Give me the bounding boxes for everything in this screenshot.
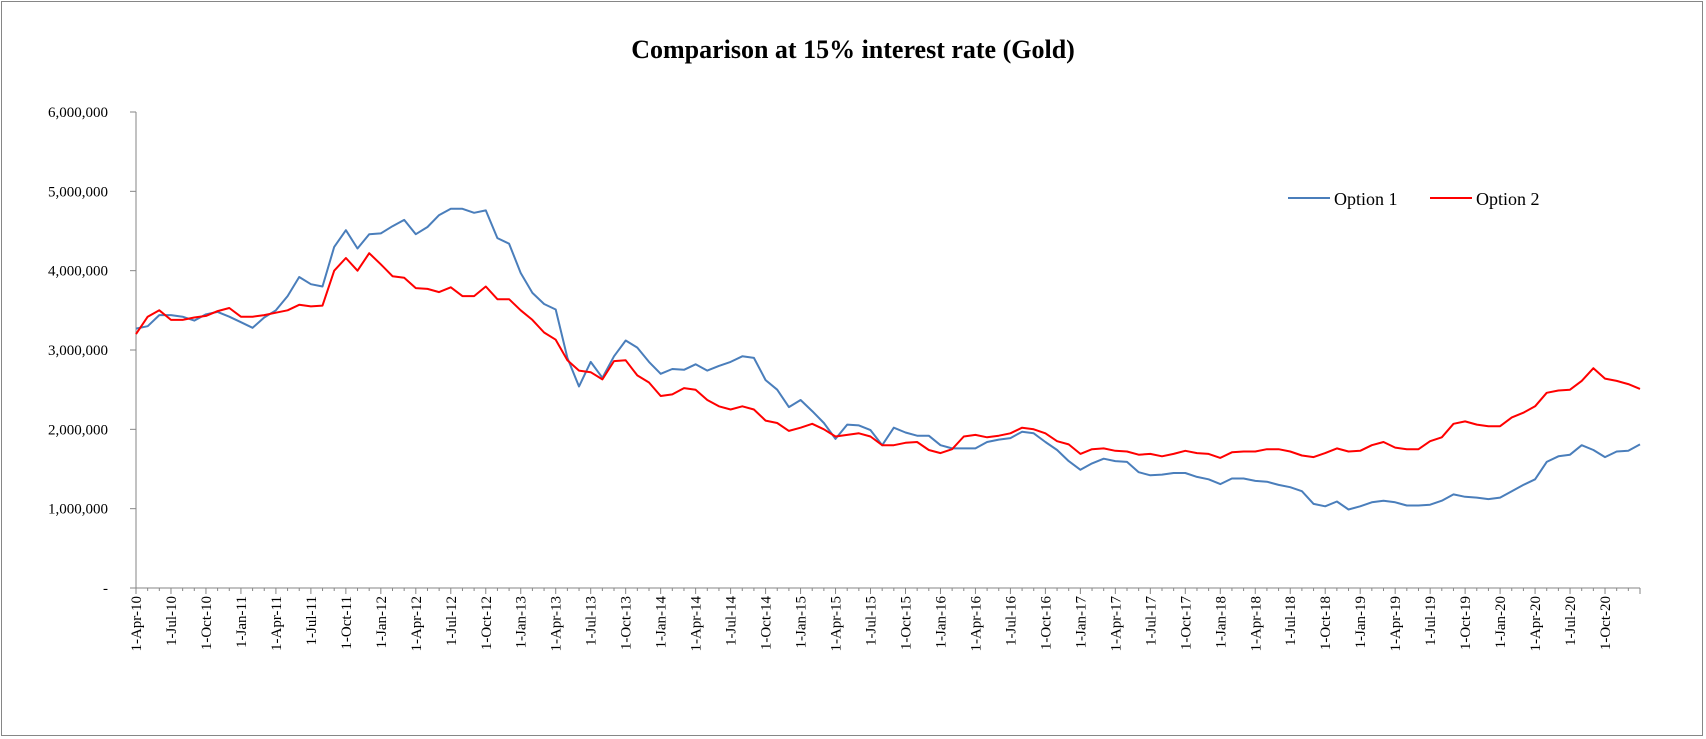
y-tick-label: 4,000,000 [48,264,108,280]
x-tick-label: 1-Oct-13 [619,596,635,650]
x-tick-label: 1-Apr-14 [689,596,705,652]
x-tick-label: 1-Jan-13 [514,596,530,649]
y-axis: - 1,000,000 2,000,000 3,000,000 4,000,000 5,0… [48,105,137,597]
x-tick-label: 1-Jan-18 [1213,596,1229,649]
x-tick-label: 1-Jan-19 [1353,596,1369,649]
legend-label-1: Option 1 [1334,189,1398,209]
y-tick-label: 6,000,000 [48,105,108,121]
x-tick-label: 1-Jan-17 [1073,596,1089,649]
x-tick-label: 1-Jan-20 [1493,596,1509,649]
x-tick-label: 1-Jul-19 [1423,596,1439,646]
x-tick-label: 1-Jan-12 [374,596,390,649]
y-tick-label: 5,000,000 [48,184,108,200]
series-line-1 [135,207,1641,511]
x-tick-label: 1-Jul-10 [164,596,180,646]
x-tick-label: 1-Jul-15 [864,596,880,646]
x-tick-label: 1-Jan-16 [933,596,949,649]
x-tick-label: 1-Apr-12 [409,596,425,652]
x-tick-label: 1-Jul-14 [724,596,740,646]
x-tick-label: 1-Jul-12 [444,596,460,646]
x-tick-label: 1-Oct-10 [199,596,215,650]
x-tick-label: 1-Jul-17 [1143,596,1159,646]
x-tick-label: 1-Jul-20 [1563,596,1579,646]
x-tick-label: 1-Jul-11 [304,596,320,645]
x-tick-label: 1-Jul-18 [1283,596,1299,646]
x-tick-label: 1-Apr-19 [1388,596,1404,652]
y-tick-label: - [103,581,108,597]
x-tick-label: 1-Apr-20 [1528,596,1544,652]
x-tick-label: 1-Apr-11 [269,596,285,651]
x-tick-label: 1-Oct-12 [479,596,495,650]
x-tick-label: 1-Oct-16 [1038,596,1054,651]
x-tick-label: 1-Oct-17 [1178,596,1194,651]
x-tick-label: 1-Jul-16 [1003,596,1019,646]
y-tick-label: 2,000,000 [48,422,108,438]
x-tick-label: 1-Oct-19 [1458,596,1474,650]
x-tick-label: 1-Apr-13 [549,596,565,652]
chart-title: Comparison at 15% interest rate (Gold) [631,35,1075,64]
x-tick-label: 1-Apr-16 [968,596,984,652]
x-tick-label: 1-Jan-14 [654,596,670,649]
x-tick-label: 1-Jan-11 [234,596,250,648]
x-tick-label: 1-Apr-10 [129,596,145,652]
legend: Option 1 Option 2 [1288,189,1540,209]
series-line-2 [135,252,1641,459]
x-tick-label: 1-Oct-11 [339,596,355,650]
x-tick-label: 1-Apr-18 [1248,596,1264,652]
x-tick-label: 1-Oct-15 [898,596,914,650]
y-tick-label: 3,000,000 [48,343,108,359]
x-axis: 1-Apr-10 1-Jul-10 1-Oct-10 1-Jan-11 1-Apr-11… [129,587,1641,652]
legend-label-2: Option 2 [1476,189,1540,209]
x-tick-label: 1-Apr-15 [829,596,845,652]
x-tick-label: 1-Oct-14 [759,596,775,651]
x-tick-label: 1-Oct-18 [1318,596,1334,650]
y-tick-label: 1,000,000 [48,502,108,518]
x-tick-label: 1-Jan-15 [794,596,810,649]
x-tick-label: 1-Apr-17 [1108,596,1124,652]
x-tick-label: 1-Jul-13 [584,596,600,646]
x-tick-label: 1-Oct-20 [1598,596,1614,650]
series-layer [135,207,1641,511]
